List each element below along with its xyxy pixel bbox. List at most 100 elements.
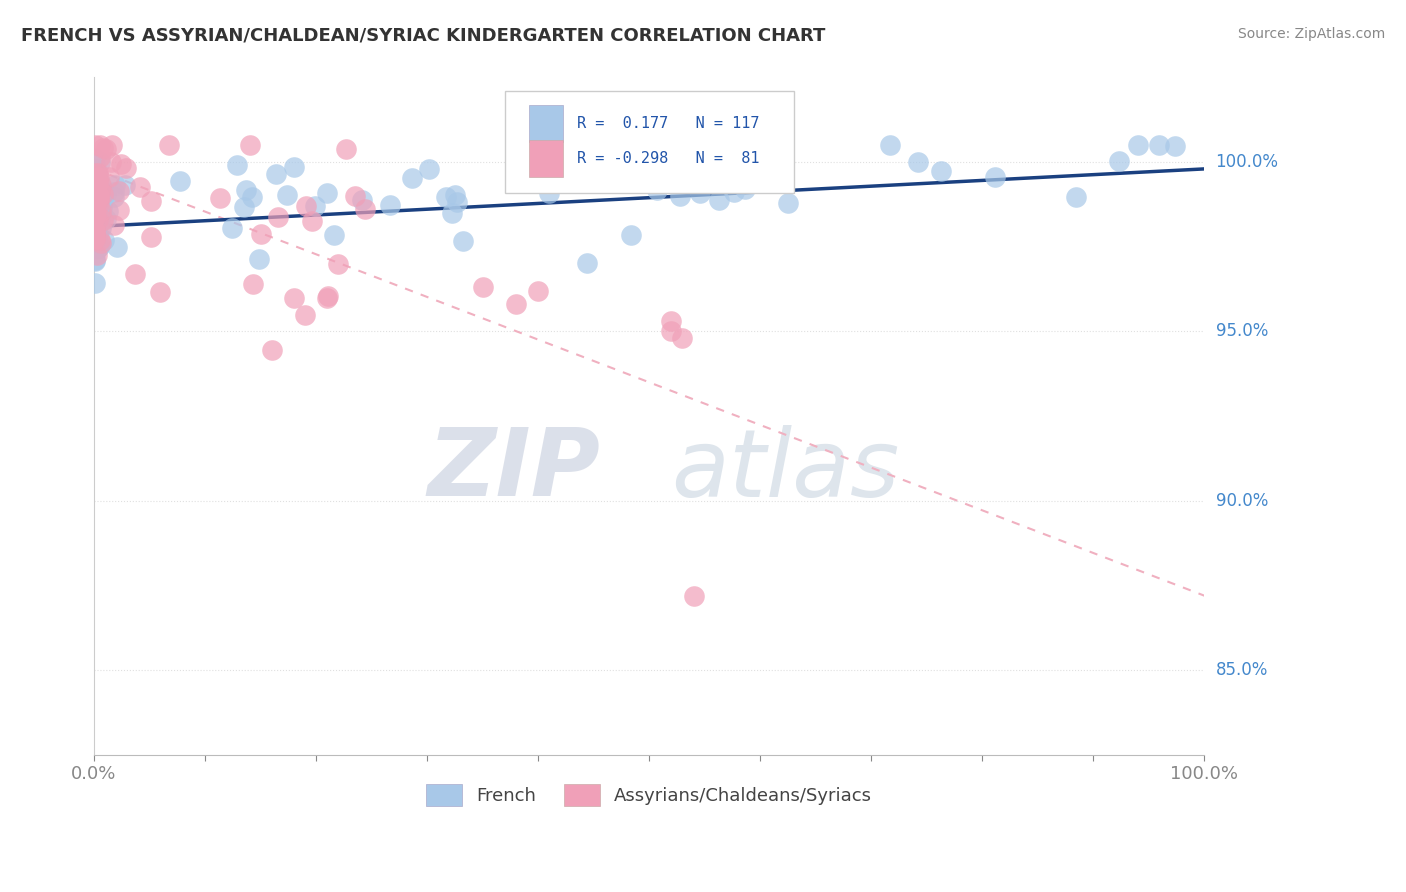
Point [101, 138, 124, 153]
Point [103, 186, 125, 200]
Point [86, 179, 108, 194]
Point [264, 167, 287, 181]
Point [221, 220, 243, 235]
Point [115, 161, 138, 175]
Point [84, 172, 107, 186]
Point [86, 203, 108, 218]
Text: 90.0%: 90.0% [1216, 491, 1268, 510]
Point [84, 224, 107, 238]
Point [247, 252, 270, 267]
Point [84, 227, 107, 241]
Point [90, 178, 112, 192]
Point [1164, 138, 1187, 153]
Point [984, 170, 1007, 185]
Point [235, 183, 257, 197]
Point [141, 194, 163, 209]
Point [84, 238, 107, 252]
Point [89, 197, 111, 211]
Point [84, 247, 107, 261]
Point [84, 203, 107, 218]
Point [91, 213, 114, 227]
Point [441, 205, 464, 219]
Point [89, 237, 111, 252]
Point [87, 185, 110, 199]
Point [283, 161, 305, 175]
Point [84, 202, 107, 217]
Point [91, 186, 114, 201]
Point [169, 174, 191, 188]
Point [84, 179, 107, 194]
Point [84, 254, 107, 268]
Point [89, 155, 111, 169]
Point [87, 183, 110, 197]
Point [91, 141, 114, 155]
Bar [529, 105, 562, 142]
Point [84, 158, 107, 172]
Point [84, 201, 107, 215]
Point [87, 214, 110, 228]
Point [86, 206, 108, 220]
Point [124, 268, 146, 282]
Point [84, 202, 107, 217]
Point [96, 186, 118, 201]
Point [87, 175, 110, 189]
Point [84, 169, 107, 183]
Point [84, 184, 107, 198]
Text: ZIP: ZIP [427, 425, 600, 516]
Point [103, 218, 125, 232]
Point [86, 238, 108, 252]
Point [352, 193, 374, 207]
Point [328, 257, 350, 271]
Point [139, 230, 162, 244]
Point [84, 189, 107, 203]
Point [557, 153, 579, 167]
Point [451, 234, 474, 248]
Point [240, 190, 263, 204]
Point [343, 188, 366, 202]
Point [648, 160, 671, 174]
Point [84, 253, 107, 268]
Point [84, 177, 107, 191]
Point [239, 138, 262, 153]
Point [103, 190, 125, 204]
Point [84, 162, 107, 177]
Text: 85.0%: 85.0% [1216, 661, 1268, 679]
Point [93, 233, 115, 247]
Point [1108, 153, 1130, 168]
Point [86, 241, 108, 255]
Point [335, 142, 357, 156]
Point [1149, 138, 1171, 153]
Point [294, 308, 316, 322]
Point [444, 187, 467, 202]
Point [157, 138, 180, 153]
Point [107, 239, 129, 253]
Point [436, 190, 458, 204]
Point [87, 170, 110, 185]
Point [84, 183, 107, 197]
Point [714, 153, 737, 167]
Point [84, 231, 107, 245]
Point [90, 235, 112, 250]
Point [89, 234, 111, 248]
Point [879, 138, 901, 153]
Point [84, 276, 107, 290]
Point [776, 195, 799, 210]
Point [661, 314, 683, 328]
Point [84, 202, 107, 217]
Point [114, 178, 136, 192]
Point [84, 188, 107, 202]
Point [84, 210, 107, 224]
Point [86, 178, 108, 192]
Point [84, 211, 107, 225]
Point [91, 198, 114, 212]
Point [98, 169, 121, 184]
Point [94, 212, 117, 227]
Point [89, 240, 111, 254]
Point [90, 221, 112, 235]
Point [538, 186, 561, 200]
Point [267, 211, 290, 225]
Point [87, 189, 110, 203]
Point [90, 204, 112, 219]
Point [233, 200, 256, 214]
Point [401, 171, 423, 186]
